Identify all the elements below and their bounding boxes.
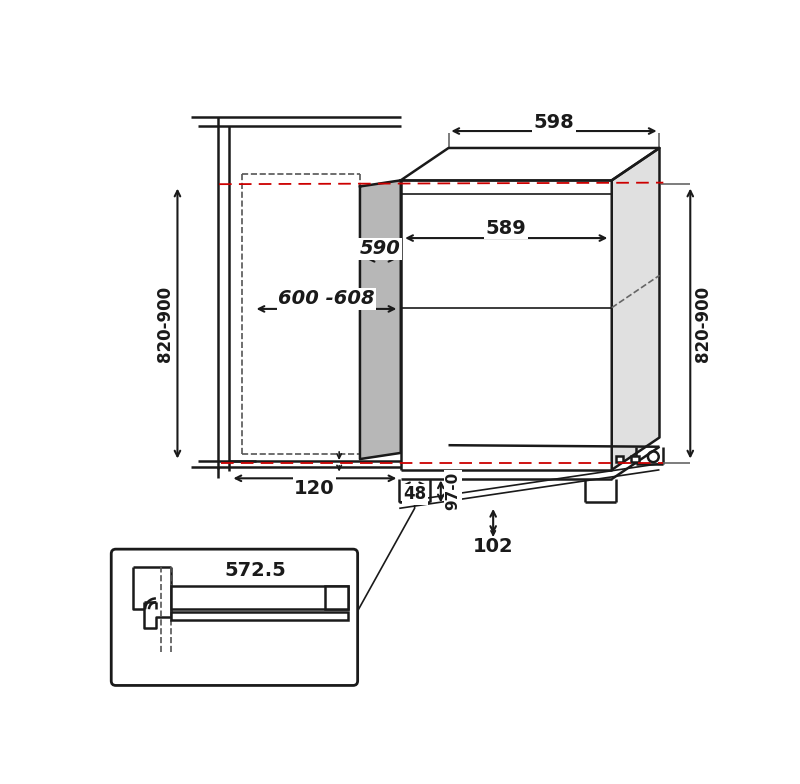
Bar (615, 456, 623, 462)
Polygon shape (612, 148, 659, 470)
Bar (171, 586, 349, 609)
Text: 102: 102 (473, 537, 514, 557)
Text: 598: 598 (534, 113, 574, 132)
Bar (631, 456, 638, 462)
Text: 820-900: 820-900 (694, 285, 712, 361)
Text: 97-0: 97-0 (446, 471, 461, 510)
Bar (414, 496, 422, 503)
FancyBboxPatch shape (111, 549, 358, 685)
Bar (403, 488, 410, 495)
Bar (171, 612, 349, 620)
Text: 589: 589 (486, 219, 526, 238)
Text: 820-900: 820-900 (156, 285, 174, 361)
Text: 120: 120 (294, 479, 335, 498)
Text: 48: 48 (403, 485, 426, 503)
Polygon shape (360, 180, 401, 459)
Bar (403, 496, 410, 503)
Polygon shape (401, 148, 659, 180)
Text: 590: 590 (360, 239, 401, 259)
Bar (326, 586, 349, 609)
Bar (414, 488, 422, 495)
Text: 572.5: 572.5 (224, 561, 286, 580)
Text: 600 -608: 600 -608 (278, 289, 374, 308)
